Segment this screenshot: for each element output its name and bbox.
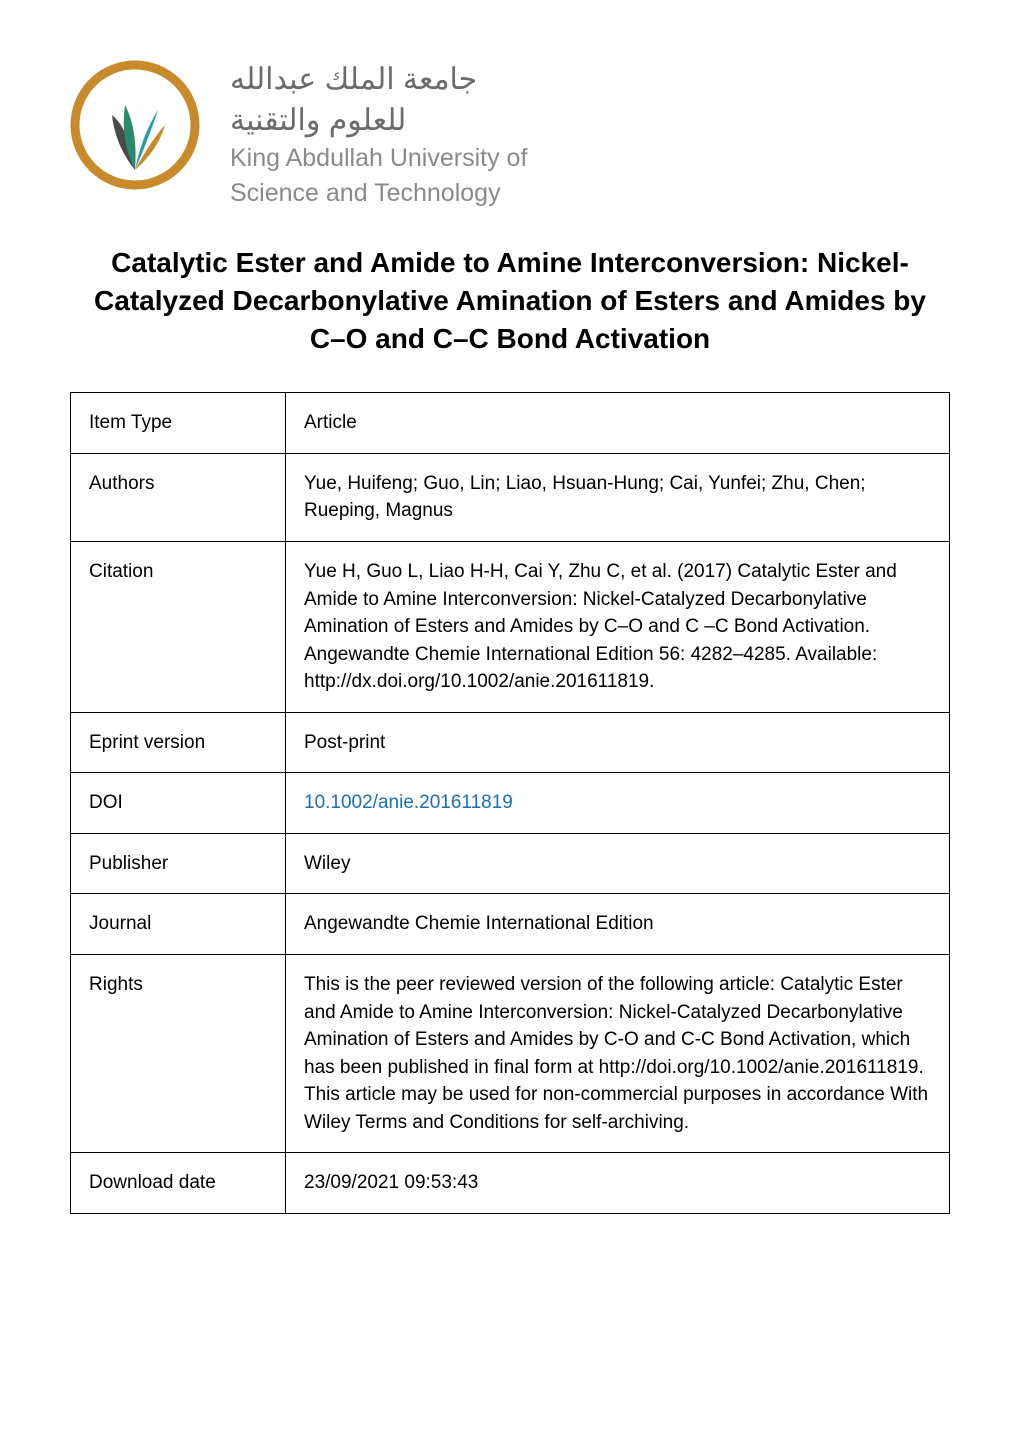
- kaust-logo: [70, 60, 200, 195]
- english-name-line2: Science and Technology: [230, 177, 527, 210]
- row-label-item-type: Item Type: [71, 393, 286, 454]
- table-row: Item Type Article: [71, 393, 950, 454]
- metadata-table: Item Type Article Authors Yue, Huifeng; …: [70, 392, 950, 1213]
- row-label-doi: DOI: [71, 773, 286, 834]
- row-label-citation: Citation: [71, 542, 286, 713]
- row-value-authors: Yue, Huifeng; Guo, Lin; Liao, Hsuan-Hung…: [286, 453, 950, 541]
- table-row: Rights This is the peer reviewed version…: [71, 954, 950, 1152]
- institution-name-block: جامعة الملك عبدالله للعلوم والتقنية King…: [230, 60, 527, 209]
- row-value-download-date: 23/09/2021 09:53:43: [286, 1153, 950, 1214]
- row-label-journal: Journal: [71, 894, 286, 955]
- row-label-publisher: Publisher: [71, 833, 286, 894]
- arabic-name-line1: جامعة الملك عبدالله: [230, 60, 527, 99]
- table-row: Publisher Wiley: [71, 833, 950, 894]
- document-title: Catalytic Ester and Amide to Amine Inter…: [90, 244, 930, 357]
- table-row: Citation Yue H, Guo L, Liao H-H, Cai Y, …: [71, 542, 950, 713]
- table-row: Eprint version Post-print: [71, 712, 950, 773]
- arabic-name-line2: للعلوم والتقنية: [230, 101, 527, 140]
- row-value-doi: 10.1002/anie.201611819: [286, 773, 950, 834]
- table-row: Journal Angewandte Chemie International …: [71, 894, 950, 955]
- table-row: Download date 23/09/2021 09:53:43: [71, 1153, 950, 1214]
- row-value-journal: Angewandte Chemie International Edition: [286, 894, 950, 955]
- row-label-download-date: Download date: [71, 1153, 286, 1214]
- row-value-citation: Yue H, Guo L, Liao H-H, Cai Y, Zhu C, et…: [286, 542, 950, 713]
- english-name-line1: King Abdullah University of: [230, 142, 527, 175]
- row-value-publisher: Wiley: [286, 833, 950, 894]
- table-row: Authors Yue, Huifeng; Guo, Lin; Liao, Hs…: [71, 453, 950, 541]
- row-label-authors: Authors: [71, 453, 286, 541]
- doi-link[interactable]: 10.1002/anie.201611819: [304, 792, 513, 813]
- row-value-eprint-version: Post-print: [286, 712, 950, 773]
- row-label-eprint-version: Eprint version: [71, 712, 286, 773]
- row-value-rights: This is the peer reviewed version of the…: [286, 954, 950, 1152]
- row-value-item-type: Article: [286, 393, 950, 454]
- kaust-logo-svg: [70, 60, 200, 190]
- table-row: DOI 10.1002/anie.201611819: [71, 773, 950, 834]
- row-label-rights: Rights: [71, 954, 286, 1152]
- page-header: جامعة الملك عبدالله للعلوم والتقنية King…: [70, 60, 950, 209]
